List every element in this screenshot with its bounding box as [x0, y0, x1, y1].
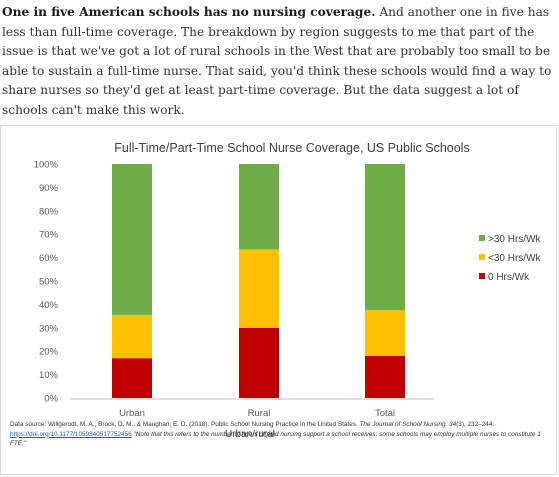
y-axis: 0% 10% 20% 30% 40% 50% 60% 70% 80% 90% 100% — [34, 160, 59, 405]
y-tick-label: 100% — [34, 160, 59, 171]
article-body: And another one in five has less than fu… — [2, 5, 552, 117]
x-axis: Urban Rural Total — [119, 408, 395, 419]
bar-segment — [239, 327, 279, 398]
x-tick-label: Total — [375, 408, 395, 419]
legend-swatch — [479, 273, 485, 279]
bar-segment — [239, 164, 279, 250]
chart-title: Full-Time/Part-Time School Nurse Coverag… — [114, 141, 469, 155]
bar-segment — [365, 355, 405, 398]
y-tick-label: 40% — [39, 300, 59, 311]
y-tick-label: 10% — [39, 370, 59, 381]
y-tick-label: 80% — [39, 206, 59, 217]
legend-label: 0 Hrs/Wk — [488, 272, 530, 283]
bar-segment — [239, 249, 279, 328]
y-tick-label: 60% — [39, 253, 59, 264]
y-tick-label: 90% — [39, 183, 59, 194]
article-paragraph: One in five American schools has no nurs… — [2, 3, 552, 121]
legend-label: <30 Hrs/Wk — [488, 253, 542, 264]
bar-segment — [365, 164, 405, 311]
legend: >30 Hrs/Wk <30 Hrs/Wk 0 Hrs/Wk — [479, 234, 542, 283]
source-link[interactable]: https://doi.org/10.1177/1059840517752456 — [10, 430, 132, 438]
legend-swatch — [479, 235, 485, 241]
y-tick-label: 50% — [39, 277, 59, 288]
x-axis-title: Urban/rural — [225, 429, 275, 440]
bar-segment — [112, 314, 152, 359]
y-tick-label: 30% — [39, 323, 59, 334]
bar-segment — [112, 164, 152, 315]
source-citation: Data source: Willgerodt, M. A., Brock, D… — [10, 421, 360, 428]
x-tick-label: Rural — [248, 408, 271, 419]
bar-segment — [365, 310, 405, 356]
bold-lead: One in five American schools has no nurs… — [2, 5, 376, 19]
legend-label: >30 Hrs/Wk — [488, 234, 542, 245]
legend-swatch — [479, 254, 485, 260]
x-tick-label: Urban — [119, 408, 145, 419]
source-note: "Note that this refers to the number of … — [10, 430, 541, 448]
data-source-note: Data source: Willgerodt, M. A., Brock, D… — [10, 420, 550, 449]
source-issue: (3), 232–244. — [456, 421, 495, 428]
bars — [112, 164, 405, 398]
y-tick-label: 70% — [39, 230, 59, 241]
bar-segment — [112, 358, 152, 398]
y-tick-label: 0% — [44, 394, 58, 405]
y-tick-label: 20% — [39, 347, 59, 358]
source-journal: The Journal of School Nursing, 34 — [359, 421, 457, 428]
